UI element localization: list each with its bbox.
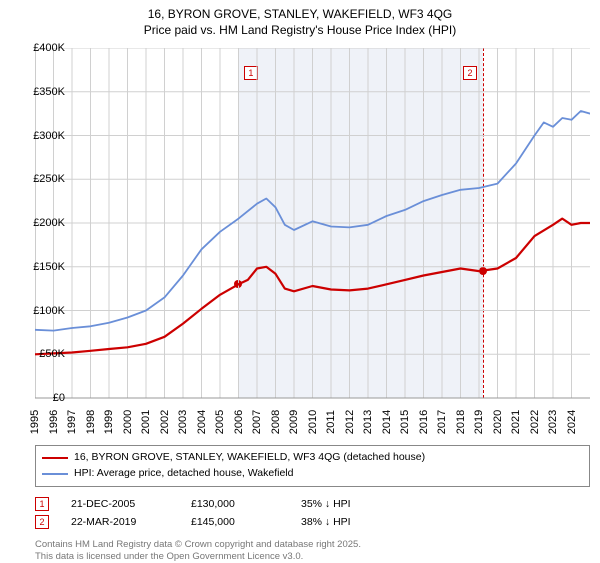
copyright-line-2: This data is licensed under the Open Gov… — [35, 551, 590, 563]
x-axis-label: 2011 — [325, 410, 337, 434]
sale-date: 21-DEC-2005 — [71, 498, 191, 510]
x-axis-label: 2010 — [307, 410, 319, 434]
sale-delta: 35% ↓ HPI — [301, 498, 351, 510]
x-axis-label: 2004 — [196, 410, 208, 434]
x-axis-label: 2013 — [362, 410, 374, 434]
sales-table-row: 1 21-DEC-2005 £130,000 35% ↓ HPI — [35, 495, 590, 513]
y-axis-label: £100K — [33, 305, 65, 317]
y-axis-label: £0 — [53, 392, 65, 404]
y-axis-label: £250K — [33, 173, 65, 185]
x-axis-label: 2003 — [177, 410, 189, 434]
x-axis-label: 1997 — [66, 410, 78, 434]
chart-container: 16, BYRON GROVE, STANLEY, WAKEFIELD, WF3… — [0, 0, 600, 560]
x-axis-label: 2006 — [233, 410, 245, 434]
sale-badge-1: 1 — [35, 497, 49, 511]
x-axis-label: 2007 — [251, 410, 263, 434]
x-axis-label: 2005 — [214, 410, 226, 434]
y-axis-label: £200K — [33, 217, 65, 229]
x-axis-label: 2022 — [529, 410, 541, 434]
x-axis-label: 1999 — [103, 410, 115, 434]
x-axis-label: 1995 — [29, 410, 41, 434]
x-axis-label: 2024 — [566, 410, 578, 434]
sale-delta: 38% ↓ HPI — [301, 516, 351, 528]
legend-swatch-property — [42, 457, 68, 459]
sales-table: 1 21-DEC-2005 £130,000 35% ↓ HPI 2 22-MA… — [35, 495, 590, 531]
legend-row-hpi: HPI: Average price, detached house, Wake… — [42, 466, 583, 482]
sale-price: £145,000 — [191, 516, 301, 528]
x-axis-label: 1996 — [48, 410, 60, 434]
x-axis-label: 2021 — [510, 410, 522, 434]
legend-label-hpi: HPI: Average price, detached house, Wake… — [74, 466, 293, 482]
x-axis-label: 2018 — [455, 410, 467, 434]
y-axis-label: £300K — [33, 130, 65, 142]
x-axis-label: 2008 — [270, 410, 282, 434]
y-axis-label: £50K — [39, 348, 65, 360]
title-line-2: Price paid vs. HM Land Registry's House … — [0, 22, 600, 38]
x-axis-label: 1998 — [85, 410, 97, 434]
x-axis-label: 2009 — [288, 410, 300, 434]
copyright-block: Contains HM Land Registry data © Crown c… — [35, 539, 590, 563]
plot-svg — [35, 48, 590, 428]
legend-row-property: 16, BYRON GROVE, STANLEY, WAKEFIELD, WF3… — [42, 450, 583, 466]
sales-table-row: 2 22-MAR-2019 £145,000 38% ↓ HPI — [35, 513, 590, 531]
copyright-line-1: Contains HM Land Registry data © Crown c… — [35, 539, 590, 551]
sale-badge-2: 2 — [35, 515, 49, 529]
legend-box: 16, BYRON GROVE, STANLEY, WAKEFIELD, WF3… — [35, 445, 590, 487]
x-axis-label: 2014 — [381, 410, 393, 434]
y-axis-label: £350K — [33, 86, 65, 98]
chart-area: 1 2 £0£50K£100K£150K£200K£250K£300K£350K… — [35, 48, 590, 428]
sale-date: 22-MAR-2019 — [71, 516, 191, 528]
title-line-1: 16, BYRON GROVE, STANLEY, WAKEFIELD, WF3… — [0, 6, 600, 22]
x-axis-label: 2016 — [418, 410, 430, 434]
sale-price: £130,000 — [191, 498, 301, 510]
x-axis-label: 2020 — [492, 410, 504, 434]
legend-label-property: 16, BYRON GROVE, STANLEY, WAKEFIELD, WF3… — [74, 450, 425, 466]
x-axis-label: 2002 — [159, 410, 171, 434]
x-axis-label: 2012 — [344, 410, 356, 434]
x-axis-label: 2023 — [547, 410, 559, 434]
title-block: 16, BYRON GROVE, STANLEY, WAKEFIELD, WF3… — [0, 0, 600, 38]
x-axis-label: 2019 — [473, 410, 485, 434]
x-axis-label: 2017 — [436, 410, 448, 434]
x-axis-label: 2001 — [140, 410, 152, 434]
legend-swatch-hpi — [42, 473, 68, 475]
x-axis-label: 2000 — [122, 410, 134, 434]
y-axis-label: £150K — [33, 261, 65, 273]
y-axis-label: £400K — [33, 42, 65, 54]
legend-and-footer: 16, BYRON GROVE, STANLEY, WAKEFIELD, WF3… — [35, 445, 590, 563]
x-axis-label: 2015 — [399, 410, 411, 434]
